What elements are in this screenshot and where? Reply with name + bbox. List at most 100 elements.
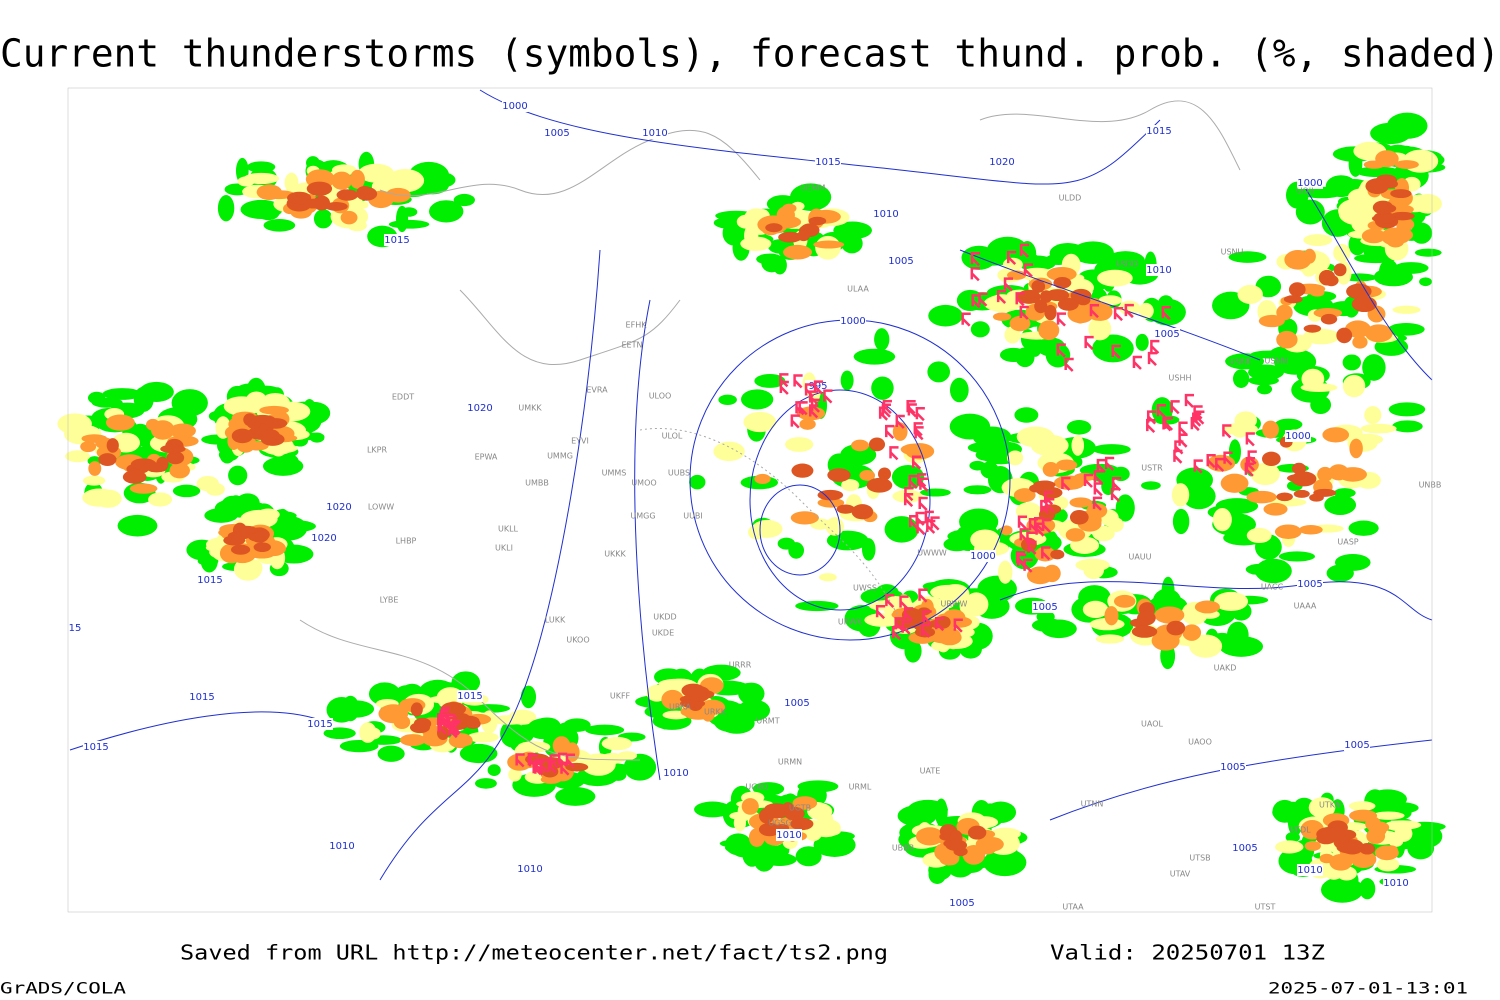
station-label: UKDD [653, 613, 676, 622]
storm-symbol [1146, 410, 1157, 425]
isobar-label-bg [544, 127, 570, 139]
shade-blob [1392, 305, 1421, 314]
shade-blob [349, 169, 365, 189]
shade-blob [1257, 384, 1273, 395]
source-text: Saved from URL http://meteocenter.net/fa… [180, 941, 888, 965]
shade-blob [851, 504, 874, 520]
station-label: LHBP [396, 537, 417, 546]
storm-symbol [1056, 343, 1066, 358]
station-label: LOWW [368, 503, 394, 512]
storm-symbol [1064, 357, 1074, 372]
storm-symbol [1083, 473, 1094, 488]
shade-blob [868, 437, 886, 452]
storm-symbol [884, 424, 895, 440]
storm-symbol [1034, 517, 1044, 532]
shade-blob [819, 573, 837, 582]
storm-symbol [1056, 312, 1067, 327]
shade-blob [1166, 620, 1186, 636]
isobar-label-bg [873, 208, 899, 220]
station-label: LUKK [545, 616, 566, 625]
shade-blob [166, 451, 185, 465]
shade-blob [1161, 576, 1175, 605]
shade-blob [864, 613, 902, 627]
shade-blob [1386, 822, 1415, 832]
station-label: UKLL [498, 525, 519, 534]
station-label: UWWW [917, 549, 947, 558]
shade-blob [453, 193, 475, 207]
shade-blob [797, 230, 810, 242]
shade-blob [356, 185, 374, 200]
shade-blob [1250, 462, 1280, 486]
storm-symbol [1017, 553, 1027, 568]
storm-symbol [1150, 339, 1160, 355]
storm-symbol [1061, 476, 1071, 491]
shade-blob [987, 294, 1017, 312]
shade-blob [1066, 420, 1092, 435]
storm-symbol [1245, 456, 1255, 472]
isobar-label: 1005 [1220, 762, 1245, 773]
shade-blob [1053, 277, 1072, 289]
shade-blob [306, 156, 320, 170]
isobar-label-bg [189, 691, 215, 703]
storm-symbol [1093, 482, 1103, 497]
shade-blob [833, 221, 872, 240]
station-label: UMMS [602, 469, 627, 478]
shade-blob [399, 734, 426, 747]
shade-blob [1194, 600, 1220, 614]
shade-blob [1082, 600, 1109, 619]
station-label: UACC [1261, 583, 1284, 592]
shade-blob [102, 388, 142, 400]
shade-blob [261, 429, 281, 444]
isobar-label: 1010 [642, 128, 667, 139]
shade-blob [1262, 420, 1279, 439]
shade-blob [1232, 369, 1250, 388]
shade-blob [1118, 300, 1141, 316]
shade-blob [440, 702, 467, 716]
shade-blob [1274, 418, 1303, 431]
shade-blob [1092, 444, 1131, 455]
shade-blob [1135, 333, 1149, 351]
shade-blob [1293, 489, 1310, 498]
shade-blob [841, 479, 860, 492]
storm-symbol [1110, 487, 1121, 503]
shade-blob [1228, 251, 1267, 263]
shade-blob [1014, 407, 1039, 423]
station-label: URKA [669, 703, 692, 712]
storm-symbol [906, 400, 916, 415]
shade-blob [1348, 801, 1376, 811]
storm-symbol [971, 294, 981, 309]
storm-symbol [915, 511, 925, 526]
shade-blob [1137, 610, 1156, 626]
shade-blob [1131, 625, 1158, 638]
shade-blob [1276, 492, 1293, 502]
shade-blob [358, 163, 394, 183]
shade-blob [728, 835, 747, 851]
shade-blob [784, 806, 805, 821]
station-label: URMT [756, 717, 779, 726]
shade-blob [1034, 299, 1048, 314]
storm-symbol [908, 474, 918, 490]
shade-blob [1141, 481, 1161, 490]
storm-symbol [918, 588, 928, 603]
shade-blob [1212, 507, 1232, 532]
shade-blob [795, 846, 822, 867]
shade-blob [98, 453, 117, 467]
shade-blob [1373, 203, 1397, 214]
shade-blob [429, 200, 464, 223]
shade-blob [817, 489, 844, 501]
shade-blob [992, 312, 1012, 321]
shade-blob [231, 428, 254, 444]
shade-blob [1041, 619, 1077, 639]
shade-blob [1065, 528, 1086, 542]
storm-symbol [922, 610, 932, 625]
isobar-label-bg [663, 767, 689, 779]
valid-time: Valid: 20250701 13Z [1050, 941, 1325, 965]
station-label: UBBB [892, 844, 914, 853]
shade-blob [1248, 375, 1279, 386]
shade-blob [1320, 876, 1364, 903]
shade-blob [919, 488, 951, 497]
shade-blob [413, 717, 432, 730]
shade-blob [997, 560, 1013, 584]
storm-symbol [1096, 458, 1106, 473]
isobar-label-bg [949, 897, 975, 909]
